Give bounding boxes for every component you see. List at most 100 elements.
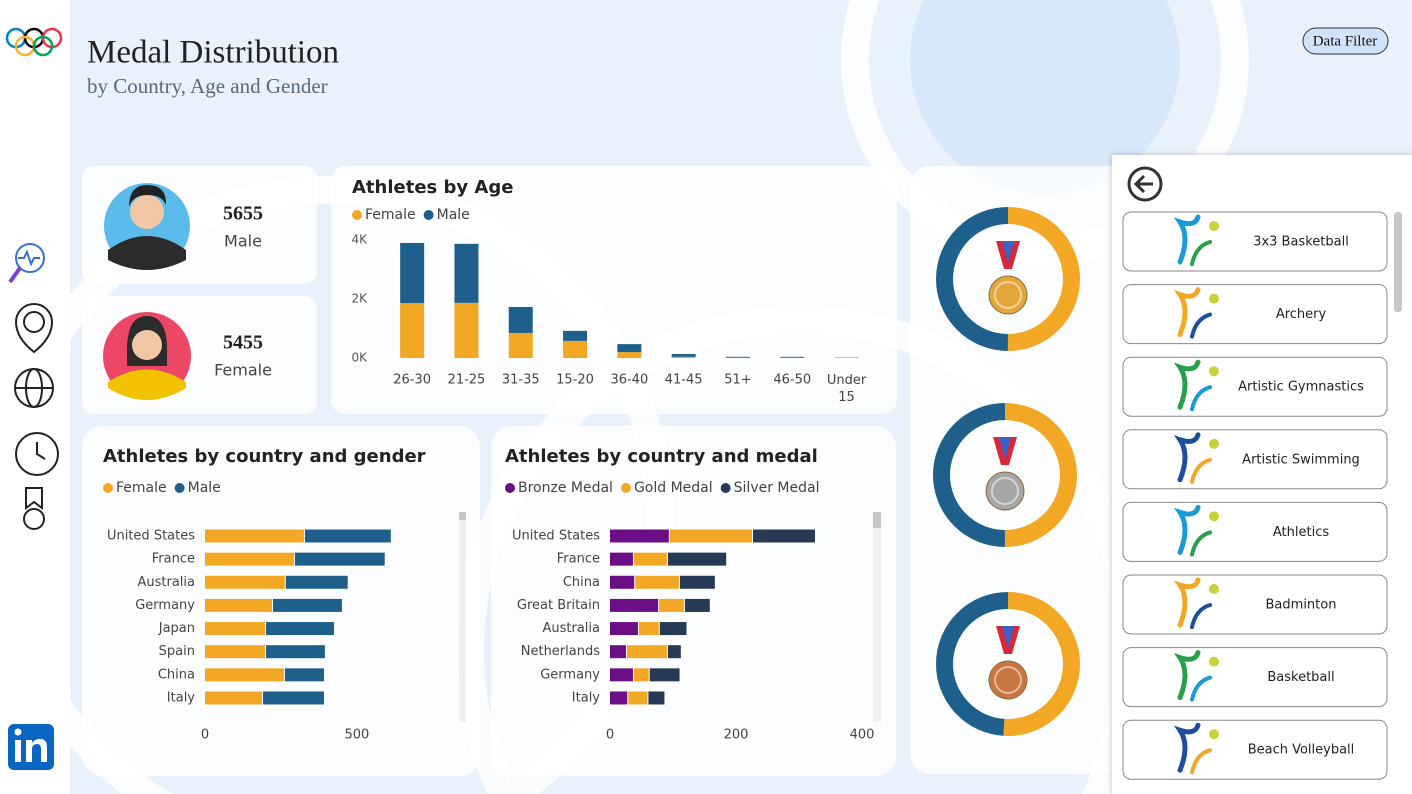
- bar-segment: [671, 356, 696, 358]
- bar-segment: [400, 303, 425, 358]
- bar-segment: [563, 340, 588, 358]
- donut-segment: [933, 403, 1077, 547]
- kpi-label: Male: [224, 232, 262, 251]
- sport-label[interactable]: Artistic Swimming: [1242, 452, 1360, 467]
- sport-icon: [1173, 432, 1201, 483]
- sport-card[interactable]: [1122, 574, 1388, 635]
- legend-swatch: [174, 483, 185, 493]
- sport-card[interactable]: [1122, 719, 1388, 780]
- scrollbar-thumb[interactable]: [873, 512, 881, 528]
- sport-label[interactable]: Beach Volleyball: [1248, 743, 1355, 758]
- bar-segment: [610, 552, 633, 566]
- scrollbar-thumb[interactable]: [1394, 212, 1402, 312]
- bar-segment: [617, 344, 642, 353]
- sport-card[interactable]: [1122, 356, 1388, 417]
- sport-card[interactable]: [1122, 211, 1388, 272]
- cards: [82, 166, 1130, 776]
- nav-icons[interactable]: [8, 243, 59, 530]
- sport-icon: [1209, 656, 1219, 667]
- kpi-value: 5455: [223, 332, 263, 354]
- bar-segment: [610, 529, 669, 543]
- bar-segment: [508, 332, 533, 358]
- back-button[interactable]: [1127, 166, 1163, 202]
- bar-segment: [667, 552, 727, 566]
- bar-segment: [669, 529, 753, 543]
- y-tick-label: 2K: [351, 292, 368, 306]
- sport-icon: [1190, 530, 1212, 557]
- medal-ribbon: [999, 437, 1011, 459]
- chart-title: Athletes by country and gender: [103, 446, 426, 467]
- sport-label[interactable]: Artistic Gymnastics: [1238, 380, 1364, 395]
- bar-segment: [285, 575, 348, 589]
- scrollbar[interactable]: [459, 512, 466, 722]
- male-avatar: [104, 183, 190, 270]
- y-tick-label: Italy: [167, 690, 196, 705]
- x-tick-label: 0: [606, 728, 614, 743]
- page-title: Medal Distribution: [87, 35, 339, 71]
- bar-segment: [205, 598, 273, 612]
- x-tick-label: Under 15: [827, 373, 867, 405]
- donut-segment: [936, 207, 1080, 351]
- filter-button-label[interactable]: Data Filter: [1313, 33, 1378, 49]
- page-subtitle: by Country, Age and Gender: [87, 74, 328, 98]
- linkedin-icon[interactable]: [8, 724, 54, 770]
- y-tick-label: Germany: [540, 667, 600, 682]
- bar-segment: [263, 691, 324, 705]
- y-tick-label: Australia: [137, 575, 195, 590]
- bar-segment: [679, 575, 715, 589]
- bar-segment: [610, 691, 628, 705]
- sport-label[interactable]: Archery: [1276, 307, 1327, 322]
- sport-label[interactable]: 3x3 Basketball: [1253, 235, 1349, 250]
- x-tick-label: 51+: [724, 373, 751, 388]
- legend-swatch: [720, 483, 731, 493]
- bar-segment: [266, 622, 335, 636]
- chart-title: Athletes by Age: [352, 177, 513, 198]
- sport-card[interactable]: [1122, 647, 1388, 708]
- bar-segment: [649, 668, 680, 682]
- bar-segment: [205, 645, 266, 659]
- filter-button[interactable]: [1302, 27, 1389, 55]
- bar-segment: [633, 552, 667, 566]
- x-tick-label: 41-45: [665, 373, 703, 388]
- sport-icon: [1190, 312, 1212, 339]
- bar-segment: [617, 352, 642, 358]
- sport-card[interactable]: [1122, 429, 1388, 490]
- bar-segment: [205, 575, 285, 589]
- bar-segment: [610, 668, 633, 682]
- y-tick-label: Spain: [159, 644, 195, 659]
- legend-label: Silver Medal: [734, 480, 820, 496]
- y-tick-label: China: [563, 575, 600, 590]
- bar-segment: [273, 598, 342, 612]
- sport-card[interactable]: [1122, 501, 1388, 562]
- medal: [994, 281, 1022, 309]
- donut-segment: [936, 592, 1080, 736]
- x-tick-label: 21-25: [448, 373, 486, 388]
- sport-card[interactable]: [1122, 284, 1388, 345]
- sport-icon: [1190, 603, 1212, 629]
- legend-swatch: [423, 210, 434, 220]
- bar-segment: [205, 622, 266, 636]
- bar-segment: [659, 622, 687, 636]
- x-tick-label: 31-35: [502, 373, 540, 388]
- charts: Athletes by Age Female Male 0K 2K 4K 26-30 21-2…: [103, 177, 1080, 743]
- x-tick-label: 500: [344, 728, 369, 743]
- sport-icon: [1173, 722, 1201, 773]
- legend-label: Gold Medal: [634, 480, 713, 496]
- bar-segment: [610, 575, 635, 589]
- bar-segment: [635, 575, 679, 589]
- scrollbar[interactable]: [873, 512, 881, 722]
- sport-label[interactable]: Athletics: [1273, 525, 1329, 540]
- legend-swatch: [352, 210, 362, 220]
- legend-swatch: [103, 483, 113, 493]
- sport-label[interactable]: Badminton: [1266, 598, 1337, 613]
- y-tick-label: Australia: [542, 621, 600, 636]
- sport-label[interactable]: Basketball: [1267, 670, 1334, 685]
- scrollbar-thumb[interactable]: [459, 512, 466, 520]
- bar-segment: [294, 552, 385, 566]
- bar-segment: [205, 529, 304, 543]
- bar-segment: [628, 691, 648, 705]
- decoration: [910, 0, 1180, 195]
- bar-segment: [659, 598, 684, 612]
- legend-swatch: [505, 483, 515, 493]
